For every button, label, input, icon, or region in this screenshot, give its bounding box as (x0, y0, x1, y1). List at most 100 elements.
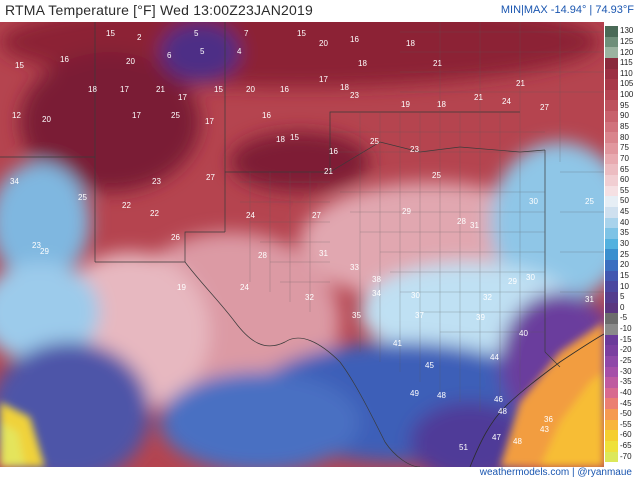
temperature-value-label: 45 (425, 361, 434, 370)
temperature-value-label: 49 (410, 389, 419, 398)
colorbar-swatch (605, 79, 618, 90)
temperature-value-label: 20 (319, 39, 328, 48)
colorbar-tick-label: -35 (620, 377, 632, 386)
colorbar-tick-label: 20 (620, 260, 629, 269)
temperature-value-label: 23 (350, 91, 359, 100)
colorbar-swatches (605, 26, 618, 463)
colorbar-swatch (605, 270, 618, 282)
temperature-value-label: 46 (494, 395, 503, 404)
colorbar-swatch (605, 185, 618, 197)
colorbar-swatch (605, 68, 618, 80)
colorbar-tick-label: -5 (620, 313, 628, 322)
colorbar-tick-label: -20 (620, 345, 632, 354)
colorbar-swatch (605, 143, 618, 154)
min-max-readout: MIN|MAX -14.94° | 74.93°F (500, 4, 634, 16)
colorbar-tick-label: 45 (620, 207, 629, 216)
temperature-map[interactable]: 15 2 5 7 15 16 18 5 6 4 20 18 21 15 16 20 18 17 21 17 15 20 16… (0, 22, 604, 467)
colorbar-tick-label: 60 (620, 175, 629, 184)
temperature-value-label: 35 (352, 311, 361, 320)
border-line (225, 111, 520, 173)
temperature-value-label: 2 (137, 33, 142, 42)
colorbar-tick-label: -70 (620, 452, 632, 461)
temperature-value-label: 21 (516, 79, 525, 88)
temperature-colorbar: 130 125 120 115 110 105 100 95 90 85 80 75 70 65 60 55 5… (604, 22, 640, 467)
colorbar-tick-label: 35 (620, 228, 629, 237)
colorbar-tick-label: -15 (620, 335, 632, 344)
temperature-value-label: 25 (370, 137, 379, 146)
temperature-value-label: 19 (401, 100, 410, 109)
temperature-value-label: 21 (474, 93, 483, 102)
temperature-value-label: 18 (437, 100, 446, 109)
colorbar-swatch (605, 100, 618, 112)
temperature-value-label: 20 (126, 57, 135, 66)
colorbar-swatch (605, 238, 618, 250)
colorbar-tick-label: 115 (620, 58, 633, 67)
temperature-value-label: 23 (410, 145, 419, 154)
temperature-value-label: 28 (258, 251, 267, 260)
colorbar-tick-label: 105 (620, 79, 634, 88)
temperature-value-label: 38 (372, 275, 381, 284)
temperature-value-label: 25 (78, 193, 87, 202)
temperature-value-label: 15 (290, 133, 299, 142)
colorbar-tick-label: 40 (620, 218, 629, 227)
temperature-value-label: 36 (544, 415, 553, 424)
colorbar-swatch (605, 323, 618, 335)
colorbar-swatch (605, 111, 618, 122)
colorbar-tick-label: 30 (620, 239, 629, 248)
temperature-value-label: 37 (415, 311, 424, 320)
temperature-value-label: 18 (88, 85, 97, 94)
temperature-value-label: 23 (152, 177, 161, 186)
temperature-value-label: 34 (372, 289, 381, 298)
temperature-value-label: 17 (120, 85, 129, 94)
colorbar-tick-label: 110 (620, 69, 633, 78)
colorbar-tick-label: 130 (620, 26, 634, 35)
county-lines (240, 22, 604, 412)
colorbar-swatch (605, 313, 618, 324)
colorbar-swatch (605, 292, 618, 303)
temperature-value-label: 48 (437, 391, 446, 400)
colorbar-swatch (605, 334, 618, 346)
colorbar-tick-label: -45 (620, 399, 632, 408)
colorbar-swatch (605, 89, 618, 101)
colorbar-tick-label: 90 (620, 111, 629, 120)
colorbar-tick-label: 50 (620, 196, 629, 205)
colorbar-swatch (605, 196, 618, 207)
temperature-value-label: 30 (526, 273, 535, 282)
temperature-value-label: 27 (540, 103, 549, 112)
colorbar-swatch (605, 57, 618, 69)
temperature-value-label: 25 (171, 111, 180, 120)
colorbar-swatch (605, 387, 618, 399)
colorbar-tick-label: 100 (620, 90, 634, 99)
temperature-value-label: 29 (508, 277, 517, 286)
temperature-value-label: 27 (312, 211, 321, 220)
colorbar-tick-label: 5 (620, 292, 625, 301)
colorbar-tick-label: 75 (620, 143, 629, 152)
colorbar-tick-label: 125 (620, 37, 634, 46)
temperature-value-label: 16 (350, 35, 359, 44)
temperature-value-label: 30 (529, 197, 538, 206)
temperature-value-label: 41 (393, 339, 402, 348)
temperature-value-label: 21 (433, 59, 442, 68)
temperature-value-label: 26 (171, 233, 180, 242)
colorbar-tick-label: 15 (620, 271, 629, 280)
temperature-value-label: 5 (200, 47, 205, 56)
colorbar-tick-label: 55 (620, 186, 629, 195)
border-line (544, 351, 561, 368)
temperature-value-label: 6 (167, 51, 172, 60)
colorbar-tick-label: 85 (620, 122, 629, 131)
temperature-value-label: 22 (122, 201, 131, 210)
temperature-value-label: 31 (585, 295, 594, 304)
temperature-value-label: 5 (194, 29, 199, 38)
temperature-value-label: 21 (156, 85, 165, 94)
colorbar-tick-label: 120 (620, 48, 634, 57)
temperature-value-label: 17 (319, 75, 328, 84)
colorbar-swatch (605, 217, 618, 229)
temperature-value-label: 43 (540, 425, 549, 434)
temperature-value-label: 18 (406, 39, 415, 48)
map-header: RTMA Temperature [°F] Wed 13:00Z23JAN201… (0, 0, 640, 22)
temperature-value-label: 15 (214, 85, 223, 94)
colorbar-swatch (605, 206, 618, 218)
temperature-value-label: 16 (60, 55, 69, 64)
colorbar-swatch (605, 366, 618, 378)
colorbar-swatch (605, 174, 618, 186)
